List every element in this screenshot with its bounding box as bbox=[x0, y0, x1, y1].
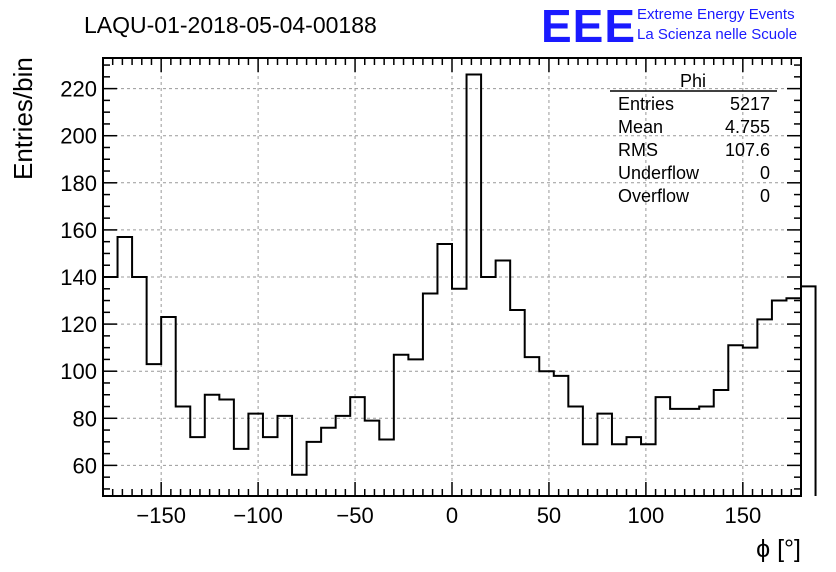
histogram-bin bbox=[263, 437, 278, 496]
y-tick-label: 140 bbox=[60, 265, 97, 290]
histogram-bin bbox=[321, 428, 336, 496]
y-tick-label: 200 bbox=[60, 124, 97, 149]
stats-label: RMS bbox=[618, 140, 658, 160]
histogram-bin bbox=[437, 244, 452, 496]
histogram-bin bbox=[394, 355, 409, 496]
stats-label: Overflow bbox=[618, 186, 690, 206]
histogram-bin bbox=[176, 407, 191, 496]
histogram-bin bbox=[452, 289, 467, 496]
stats-value: 0 bbox=[760, 163, 770, 183]
stats-value: 5217 bbox=[730, 94, 770, 114]
x-tick-label: 100 bbox=[628, 503, 665, 528]
x-axis-label: ϕ [°] bbox=[756, 535, 801, 563]
y-axis-label: Entries/bin bbox=[8, 57, 38, 180]
histogram-bin bbox=[481, 277, 496, 496]
histogram-bin bbox=[539, 371, 554, 496]
histogram-bin bbox=[350, 397, 365, 496]
histogram-bin bbox=[554, 376, 569, 496]
histogram-bin bbox=[408, 359, 423, 496]
y-tick-label: 180 bbox=[60, 171, 97, 196]
y-tick-label: 220 bbox=[60, 77, 97, 102]
histogram-bin bbox=[292, 475, 307, 496]
histogram-bin bbox=[757, 319, 772, 496]
y-tick-label: 80 bbox=[73, 406, 97, 431]
stats-label: Entries bbox=[618, 94, 674, 114]
x-tick-label: −100 bbox=[233, 503, 283, 528]
stats-title: Phi bbox=[680, 71, 706, 91]
chart-title: LAQU-01-2018-05-04-00188 bbox=[84, 12, 377, 38]
histogram-bin bbox=[612, 444, 627, 496]
histogram-bin bbox=[278, 416, 293, 496]
histogram-bin bbox=[786, 298, 801, 496]
histogram-bin bbox=[568, 407, 583, 496]
y-tick-label: 100 bbox=[60, 359, 97, 384]
eee-logo: EEE Extreme Energy Events La Scienza nel… bbox=[541, 0, 797, 52]
histogram-bin bbox=[510, 310, 525, 496]
stats-label: Mean bbox=[618, 117, 663, 137]
histogram-bin bbox=[699, 407, 714, 496]
axis-ticks: −150 −100 −50 0 50 100 150 60 80 100 120 140 160 180 2… bbox=[60, 58, 801, 528]
histogram-bin bbox=[801, 286, 816, 496]
histogram-outline bbox=[102, 73, 817, 496]
histogram-bin bbox=[423, 293, 438, 496]
histogram-bin bbox=[248, 414, 263, 496]
histogram-bins bbox=[103, 74, 816, 496]
histogram-bin bbox=[161, 317, 176, 496]
histogram-bin bbox=[205, 395, 220, 496]
y-tick-label: 160 bbox=[60, 218, 97, 243]
histogram-bin bbox=[307, 442, 322, 496]
histogram-bin bbox=[714, 390, 729, 496]
histogram-bin bbox=[365, 421, 380, 496]
histogram-bin bbox=[496, 261, 511, 496]
x-tick-label: 50 bbox=[537, 503, 561, 528]
histogram-bin bbox=[685, 409, 700, 496]
histogram-bin bbox=[670, 409, 685, 496]
histogram-bin bbox=[379, 439, 394, 496]
logo-line-1: Extreme Energy Events bbox=[637, 6, 795, 23]
histogram-bin bbox=[219, 399, 234, 496]
x-tick-label: 150 bbox=[724, 503, 761, 528]
stats-value: 0 bbox=[760, 186, 770, 206]
x-tick-label: 0 bbox=[446, 503, 458, 528]
histogram-bin bbox=[118, 237, 133, 496]
histogram-bin bbox=[103, 277, 118, 496]
histogram-bin bbox=[583, 444, 598, 496]
stats-value: 107.6 bbox=[725, 140, 770, 160]
histogram-bin bbox=[772, 301, 787, 496]
stats-label: Underflow bbox=[618, 163, 700, 183]
logo-text: EEE bbox=[541, 0, 636, 52]
histogram-bin bbox=[656, 397, 671, 496]
stats-box: Phi Entries 5217 Mean 4.755 RMS 107.6 Underflo… bbox=[610, 71, 777, 206]
y-tick-label: 120 bbox=[60, 312, 97, 337]
stats-value: 4.755 bbox=[725, 117, 770, 137]
x-tick-label: −150 bbox=[136, 503, 186, 528]
x-tick-label: −50 bbox=[336, 503, 373, 528]
histogram-bin bbox=[234, 449, 249, 496]
histogram-bin bbox=[467, 74, 482, 496]
histogram-bin bbox=[743, 348, 758, 496]
histogram-bin bbox=[336, 416, 351, 496]
histogram-bin bbox=[147, 364, 162, 496]
y-tick-label: 60 bbox=[73, 453, 97, 478]
histogram-bin bbox=[597, 414, 612, 496]
logo-line-2: La Scienza nelle Scuole bbox=[637, 26, 797, 43]
histogram-bin bbox=[525, 357, 540, 496]
histogram-bin bbox=[132, 277, 147, 496]
grid bbox=[103, 58, 801, 496]
histogram-bin bbox=[627, 437, 642, 496]
histogram-bin bbox=[728, 345, 743, 496]
histogram-bin bbox=[190, 437, 205, 496]
histogram-bin bbox=[641, 444, 656, 496]
